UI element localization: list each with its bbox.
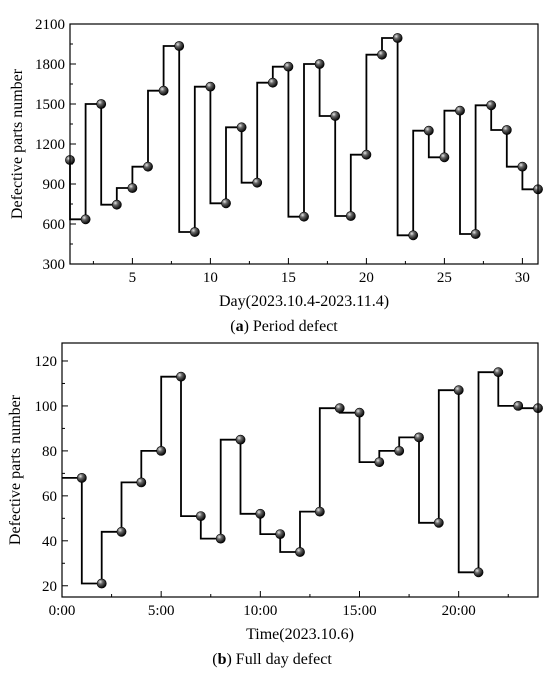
chart-b-x-tick-label: 5:00 xyxy=(148,603,175,619)
chart-a-data-point xyxy=(96,99,107,109)
chart-a-caption-text: Period defect xyxy=(249,318,338,335)
chart-b-y-axis-label: Defective parts number xyxy=(7,394,24,545)
chart-a-x-tick-label: 30 xyxy=(515,270,530,286)
chart-a-x-tick-label: 20 xyxy=(359,270,374,286)
chart-b-data-point xyxy=(374,457,385,467)
chart-a-data-point xyxy=(267,77,278,88)
chart-b-y-tick-label: 60 xyxy=(42,489,57,505)
chart-b-data-point xyxy=(195,511,206,521)
chart-a-y-tick-label: 2100 xyxy=(35,17,65,33)
chart-b-y-tick-label: 80 xyxy=(42,444,57,460)
chart-b-data-point xyxy=(235,434,246,445)
chart-a-y-tick-label: 600 xyxy=(43,217,66,233)
chart-a-x-axis-label: Day(2023.10.4-2023.11.4) xyxy=(219,293,389,310)
chart-a-data-point xyxy=(314,59,325,69)
chart-b-data-point xyxy=(136,477,147,488)
chart-b-x-tick-label: 15:00 xyxy=(342,603,376,619)
chart-a-data-point xyxy=(299,211,309,222)
chart-a-data-point xyxy=(377,49,387,60)
chart-a-x-tick-label: 10 xyxy=(203,270,218,286)
chart-a-data-point xyxy=(330,111,341,121)
chart-a-x-tick-label: 25 xyxy=(437,270,452,286)
chart-b: 0:00 5:00 10:00 15:00 20:00 20 40 60 80 100 120 Ti… xyxy=(7,342,543,668)
chart-a-series-line xyxy=(69,37,538,237)
chart-a-data-point xyxy=(174,41,185,51)
chart-b-data-point xyxy=(394,445,405,456)
chart-b-y-tick-label: 120 xyxy=(35,354,58,370)
chart-a-y-axis-label: Defective parts number xyxy=(9,68,26,219)
chart-a-plot xyxy=(65,33,543,241)
chart-b-data-point xyxy=(255,508,266,519)
chart-a-data-point xyxy=(470,229,481,239)
chart-a-caption: (a) Period defect xyxy=(230,318,338,335)
chart-b-data-point xyxy=(513,400,524,411)
chart-b-data-point xyxy=(215,533,226,544)
chart-a-y-tick-label: 1500 xyxy=(35,97,65,113)
chart-a-data-point xyxy=(439,152,450,163)
chart-a-data-point xyxy=(517,161,528,172)
chart-b-data-point xyxy=(176,371,186,382)
chart-b-series-line xyxy=(62,371,538,585)
chart-a-data-point xyxy=(455,105,465,116)
chart-b-y-tick-label: 100 xyxy=(35,399,58,415)
chart-a-y-tick-label: 1200 xyxy=(35,137,65,153)
chart-a-x-tick-label: 15 xyxy=(281,270,296,286)
chart-b-caption-letter: b xyxy=(218,651,227,668)
chart-b-data-point xyxy=(116,526,127,537)
chart-a-data-point xyxy=(361,149,372,160)
chart-a-x-tick-label: 5 xyxy=(129,270,137,286)
chart-a-data-point xyxy=(111,199,122,210)
chart-a-data-point xyxy=(345,211,356,221)
chart-b-x-tick-label: 10:00 xyxy=(243,603,277,619)
chart-a: 5 10 15 20 25 30 300 600 900 1200 1500 1800 2100 Day… xyxy=(9,17,543,335)
chart-b-data-point xyxy=(433,517,444,528)
chart-b-data-point xyxy=(414,432,424,443)
chart-a-data-point xyxy=(143,161,153,172)
chart-a-data-point xyxy=(486,100,497,111)
chart-b-data-point xyxy=(334,403,345,414)
chart-b-y-tick-label: 40 xyxy=(42,534,57,550)
chart-a-data-point xyxy=(252,177,263,188)
chart-b-frame xyxy=(61,342,539,598)
chart-a-data-point xyxy=(423,125,434,136)
chart-b-caption: (b) Full day defect xyxy=(212,651,332,668)
chart-b-data-point xyxy=(493,367,504,378)
chart-b-x-tick-label: 20:00 xyxy=(442,603,476,619)
chart-a-data-point xyxy=(392,33,403,43)
chart-a-y-tick-label: 900 xyxy=(43,177,66,193)
chart-b-data-point xyxy=(295,547,305,557)
chart-a-data-point xyxy=(205,81,216,92)
chart-a-data-point xyxy=(189,227,200,237)
chart-b-ticks: 0:00 5:00 10:00 15:00 20:00 20 40 60 80 100 120 xyxy=(35,354,509,619)
chart-a-ticks: 5 10 15 20 25 30 300 600 900 1200 1500 1800 2100 xyxy=(35,17,530,286)
chart-a-data-point xyxy=(283,61,294,72)
chart-a-data-point xyxy=(158,85,169,96)
chart-a-caption-letter: a xyxy=(236,318,244,335)
chart-a-data-point xyxy=(80,214,91,225)
chart-b-y-tick-label: 20 xyxy=(42,579,57,595)
chart-b-data-point xyxy=(314,506,325,517)
chart-a-data-point xyxy=(236,122,247,133)
chart-a-data-point xyxy=(127,183,138,193)
chart-b-data-point xyxy=(453,385,464,396)
chart-b-data-point xyxy=(76,472,87,483)
chart-b-caption-text: Full day defect xyxy=(232,651,333,668)
chart-a-data-point xyxy=(501,125,512,135)
chart-b-data-point xyxy=(473,567,484,578)
chart-b-data-point xyxy=(354,407,365,418)
chart-a-data-point xyxy=(221,198,231,209)
chart-b-data-point xyxy=(275,529,286,539)
chart-a-y-tick-label: 300 xyxy=(43,257,66,273)
chart-b-x-axis-label: Time(2023.10.6) xyxy=(246,626,354,643)
chart-b-data-point xyxy=(96,578,107,589)
chart-a-y-tick-label: 1800 xyxy=(35,57,65,73)
chart-b-x-tick-label: 0:00 xyxy=(49,603,76,619)
chart-a-data-point xyxy=(408,230,419,241)
chart-b-plot xyxy=(62,367,543,589)
chart-b-data-point xyxy=(156,445,167,456)
